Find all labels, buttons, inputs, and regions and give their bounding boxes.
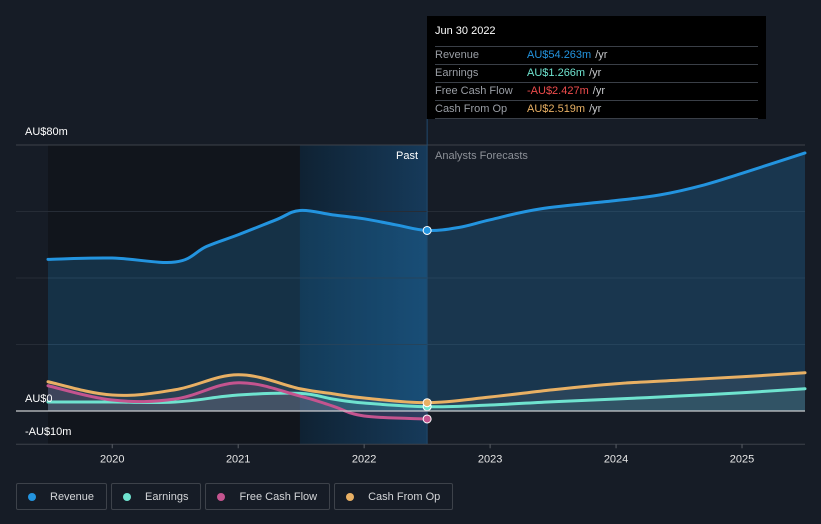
tooltip-label: Earnings: [435, 67, 479, 79]
tooltip-unit: /yr: [589, 103, 602, 115]
free-cash-flow-marker-dot: [422, 414, 432, 424]
cash-from-op-marker-dot: [422, 398, 432, 408]
y-axis-label-top: AU$80m: [25, 126, 68, 138]
x-tick-label: 2021: [226, 453, 250, 465]
tooltip-unit: /yr: [592, 85, 605, 97]
past-label: Past: [396, 150, 419, 162]
legend-item-free-cash-flow[interactable]: Free Cash Flow: [205, 483, 331, 510]
tooltip-value: AU$54.263m: [527, 49, 592, 61]
free-cash-flow-dot-icon: [217, 492, 226, 501]
tooltip-date: Jun 30 2022: [435, 24, 758, 47]
free-cash-flow-area: [48, 382, 428, 419]
forecast-label: Analysts Forecasts: [435, 150, 528, 162]
tooltip-row-earnings: Earnings AU$1.266m /yr: [435, 65, 758, 83]
past-region-highlight: [299, 145, 428, 445]
revenue-line: [46, 151, 807, 264]
tooltip-label: Revenue: [435, 49, 480, 61]
earnings-dot-icon: [123, 492, 132, 501]
legend-item-revenue[interactable]: Revenue: [16, 483, 108, 510]
legend-label: Cash From Op: [368, 490, 441, 503]
x-tick-label: 2022: [352, 453, 376, 465]
y-axis-label-bottom: -AU$10m: [25, 426, 72, 438]
legend-item-cash-from-op[interactable]: Cash From Op: [334, 483, 454, 510]
tooltip-row-free-cash-flow: Free Cash Flow -AU$2.427m /yr: [435, 83, 758, 101]
tooltip-value: AU$1.266m: [527, 67, 586, 79]
legend-label: Revenue: [50, 490, 95, 503]
tooltip-row-cash-from-op: Cash From Op AU$2.519m /yr: [435, 101, 758, 119]
x-tick-label: 2020: [100, 453, 124, 465]
tooltip-row-revenue: Revenue AU$54.263m /yr: [435, 47, 758, 65]
revenue-dot-icon: [28, 492, 36, 501]
tooltip-label: Free Cash Flow: [435, 85, 513, 97]
tooltip-unit: /yr: [589, 67, 602, 79]
tooltip: Jun 30 2022 Revenue AU$54.263m /yr Earni…: [427, 16, 766, 119]
x-tick-label: 2025: [730, 453, 754, 465]
legend-label: Free Cash Flow: [239, 490, 318, 503]
tooltip-unit: /yr: [595, 49, 608, 61]
revenue-area: [48, 152, 805, 412]
tooltip-value: -AU$2.427m: [527, 85, 589, 97]
earnings-line: [46, 387, 807, 409]
cash-from-op-dot-icon: [346, 492, 355, 501]
earnings-area: [48, 388, 805, 411]
tooltip-label: Cash From Op: [435, 103, 508, 115]
legend-label: Earnings: [145, 490, 189, 503]
revenue-marker-dot: [422, 225, 432, 235]
tooltip-value: AU$2.519m: [527, 103, 586, 115]
cash-from-op-line: [46, 371, 807, 405]
x-tick-label: 2024: [604, 453, 628, 465]
x-tick-label: 2023: [478, 453, 502, 465]
legend: Revenue Earnings Free Cash Flow Cash Fro…: [16, 483, 454, 510]
legend-item-earnings[interactable]: Earnings: [111, 483, 202, 510]
free-cash-flow-line: [46, 381, 429, 421]
y-axis-label-zero: AU$0: [25, 393, 53, 405]
